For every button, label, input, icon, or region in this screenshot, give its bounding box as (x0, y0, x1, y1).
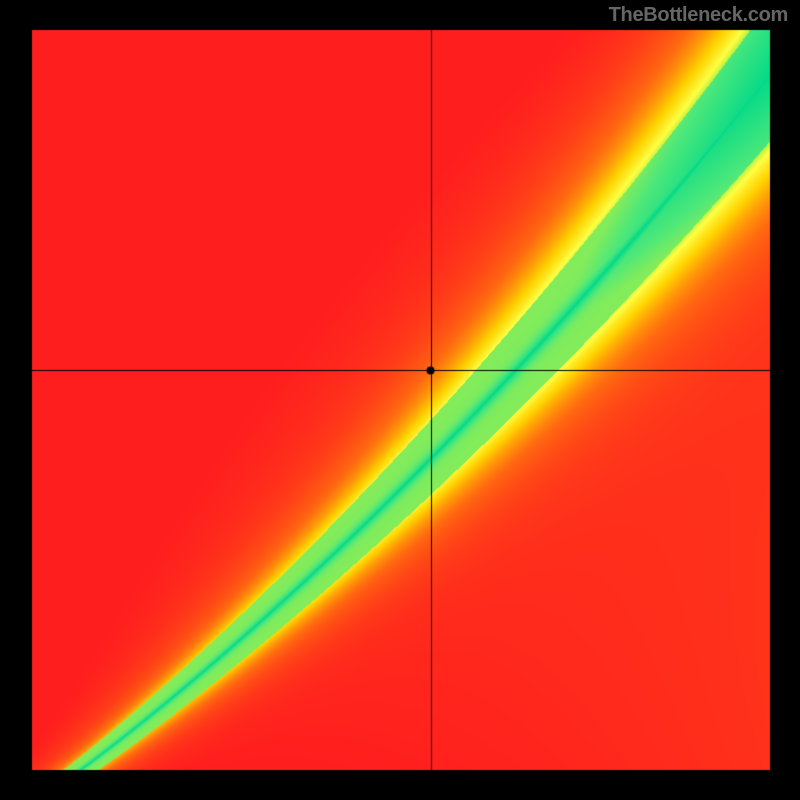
chart-container: { "watermark": "TheBottleneck.com", "cha… (0, 0, 800, 800)
watermark-text: TheBottleneck.com (609, 4, 788, 27)
bottleneck-heatmap (0, 0, 800, 800)
